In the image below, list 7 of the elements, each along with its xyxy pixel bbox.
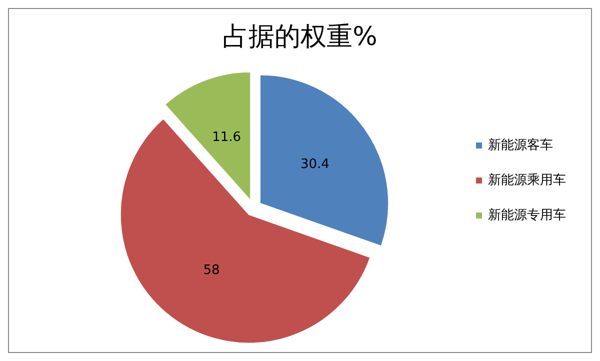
data-label: 30.4 [300, 156, 330, 172]
legend-label: 新能源乘用车 [488, 173, 566, 188]
legend-label: 新能源客车 [488, 137, 553, 153]
data-label: 11.6 [212, 130, 242, 146]
data-label: 58 [203, 262, 220, 278]
chart-title: 占据的权重% [222, 22, 378, 52]
legend-label: 新能源专用车 [488, 208, 566, 223]
